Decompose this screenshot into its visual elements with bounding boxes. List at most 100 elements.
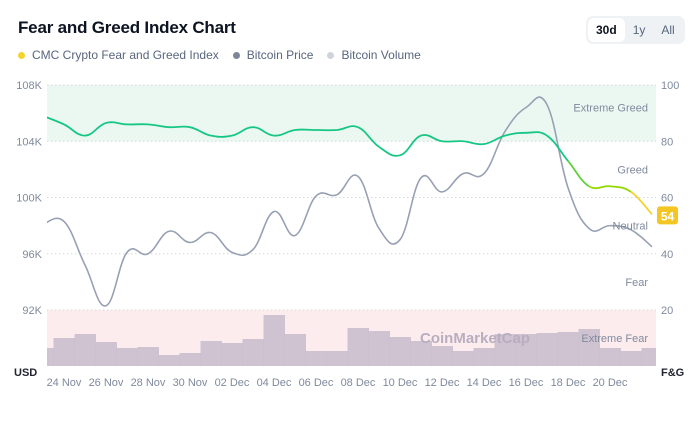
watermark: CoinMarketCap bbox=[420, 330, 530, 347]
legend-volume[interactable]: Bitcoin Volume bbox=[327, 48, 421, 62]
zone-label: Fear bbox=[625, 277, 648, 289]
fg-line-segment bbox=[63, 123, 86, 137]
current-value: 54 bbox=[661, 209, 675, 223]
fg-line-segment bbox=[546, 134, 569, 162]
volume-bar bbox=[347, 328, 369, 366]
fg-line-segment bbox=[420, 134, 443, 143]
left-axis-tick: 96K bbox=[22, 249, 42, 261]
range-selector: 30d 1y All bbox=[586, 16, 685, 44]
volume-bar bbox=[158, 355, 180, 366]
x-axis-tick: 20 Dec bbox=[593, 377, 628, 389]
fg-line-segment bbox=[252, 126, 275, 137]
volume-bar bbox=[452, 351, 474, 366]
volume-bar bbox=[578, 329, 600, 366]
volume-bar bbox=[47, 348, 54, 366]
legend-fg[interactable]: CMC Crypto Fear and Greed Index bbox=[18, 48, 219, 62]
fg-line-segment bbox=[609, 185, 632, 193]
volume-bar bbox=[221, 343, 243, 366]
fg-line-segment bbox=[378, 146, 401, 157]
left-axis-tick: 92K bbox=[22, 305, 42, 317]
current-value-badge bbox=[657, 206, 678, 225]
x-axis-tick: 08 Dec bbox=[341, 377, 376, 389]
volume-bar bbox=[305, 351, 327, 366]
x-axis-tick: 06 Dec bbox=[299, 377, 334, 389]
right-axis-tick: 20 bbox=[661, 305, 673, 317]
volume-bar bbox=[179, 353, 201, 366]
volume-bar bbox=[242, 339, 264, 366]
fg-line-segment bbox=[273, 129, 296, 137]
fg-line-segment bbox=[189, 126, 212, 137]
volume-bar bbox=[473, 348, 495, 366]
fg-line-segment bbox=[441, 140, 464, 143]
zone-label: Greed bbox=[617, 164, 648, 176]
fg-line-segment bbox=[483, 134, 506, 145]
fg-line-segment bbox=[399, 134, 422, 157]
volume-bar bbox=[536, 333, 558, 366]
zone-label: Extreme Fear bbox=[581, 333, 648, 345]
zone-label: Extreme Greed bbox=[573, 103, 648, 115]
x-axis-tick: 04 Dec bbox=[257, 377, 292, 389]
volume-bar bbox=[263, 315, 285, 366]
legend: CMC Crypto Fear and Greed Index Bitcoin … bbox=[18, 48, 421, 62]
x-axis-tick: 24 Nov bbox=[47, 377, 82, 389]
left-axis-tick: 100K bbox=[16, 193, 42, 205]
legend-label: CMC Crypto Fear and Greed Index bbox=[32, 48, 219, 62]
x-axis-tick: 14 Dec bbox=[467, 377, 502, 389]
x-axis-tick: 10 Dec bbox=[383, 377, 418, 389]
volume-bar bbox=[431, 346, 453, 366]
fg-line-segment bbox=[567, 160, 590, 188]
x-axis-tick: 30 Nov bbox=[173, 377, 208, 389]
volume-bar bbox=[95, 342, 117, 366]
legend-label: Bitcoin Price bbox=[246, 48, 314, 62]
fg-line-segment bbox=[231, 126, 254, 137]
volume-bar bbox=[620, 351, 642, 366]
zone-extreme-greed bbox=[47, 85, 656, 142]
fg-line-segment bbox=[84, 122, 107, 137]
chart-title: Fear and Greed Index Chart bbox=[18, 18, 236, 37]
x-axis-tick: 28 Nov bbox=[131, 377, 166, 389]
legend-price[interactable]: Bitcoin Price bbox=[232, 48, 314, 62]
zone-label: Neutral bbox=[613, 221, 648, 233]
volume-bar bbox=[326, 351, 348, 366]
volume-bar bbox=[137, 347, 159, 366]
x-axis-tick: 18 Dec bbox=[551, 377, 586, 389]
x-axis-tick: 12 Dec bbox=[425, 377, 460, 389]
volume-bar bbox=[599, 348, 621, 366]
x-axis-tick: 02 Dec bbox=[215, 377, 250, 389]
right-axis-tick: 100 bbox=[661, 80, 679, 92]
fg-line-segment bbox=[47, 116, 65, 126]
fg-line-segment bbox=[525, 131, 548, 137]
volume-bar bbox=[200, 341, 222, 366]
volume-bar bbox=[515, 334, 537, 366]
left-axis-tick: 108K bbox=[16, 80, 42, 92]
fg-line-segment bbox=[588, 185, 611, 190]
right-axis-tick: 80 bbox=[661, 136, 673, 148]
legend-dot-icon bbox=[232, 51, 240, 59]
fg-line-segment bbox=[336, 125, 359, 131]
tab-all[interactable]: All bbox=[661, 23, 675, 37]
fg-line-segment bbox=[462, 140, 485, 146]
volume-bar bbox=[116, 348, 138, 366]
volume-bar bbox=[557, 332, 579, 366]
legend-label: Bitcoin Volume bbox=[341, 48, 421, 62]
volume-bar bbox=[284, 334, 306, 366]
right-axis-tick: 40 bbox=[661, 249, 673, 261]
volume-bar bbox=[368, 331, 390, 366]
legend-dot-icon bbox=[18, 51, 25, 59]
tab-30d[interactable]: 30d bbox=[588, 18, 625, 42]
fg-line-segment bbox=[105, 121, 128, 126]
fg-line-segment bbox=[630, 191, 653, 215]
x-axis-tick: 26 Nov bbox=[89, 377, 124, 389]
tab-1y[interactable]: 1y bbox=[632, 23, 646, 37]
fg-line-segment bbox=[294, 128, 317, 131]
fg-line-segment bbox=[168, 125, 191, 129]
fg-line-segment bbox=[210, 134, 233, 138]
volume-bar bbox=[53, 338, 75, 366]
fg-line-segment bbox=[147, 123, 170, 129]
x-axis-tick: 16 Dec bbox=[509, 377, 544, 389]
volume-bar bbox=[74, 334, 96, 366]
volume-bar bbox=[494, 334, 516, 366]
left-axis-tick: 104K bbox=[16, 136, 42, 148]
